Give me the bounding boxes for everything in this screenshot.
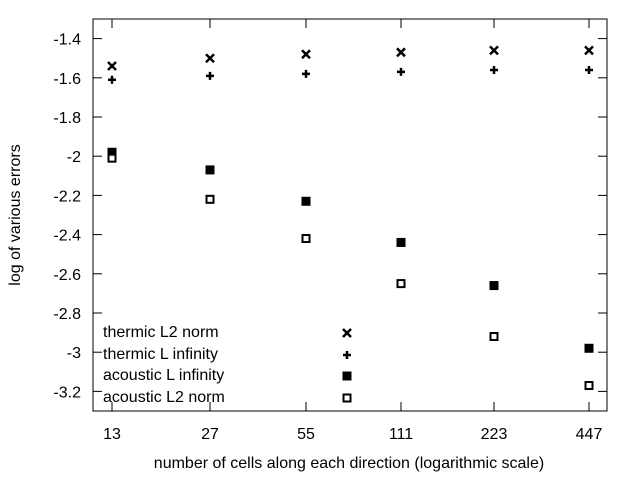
x-tick-label: 55 bbox=[297, 426, 315, 443]
x-tick-label: 447 bbox=[576, 426, 603, 443]
marker-square-filled bbox=[107, 147, 117, 157]
data-point bbox=[107, 147, 117, 157]
legend-marker bbox=[343, 351, 351, 359]
x-tick-label: 13 bbox=[103, 426, 121, 443]
legend-marker bbox=[342, 328, 352, 338]
y-tick-label: -3 bbox=[67, 345, 81, 362]
marker-square-filled bbox=[396, 237, 406, 247]
data-point bbox=[397, 67, 405, 76]
legend-label: thermic L infinity bbox=[103, 346, 218, 363]
marker-square-filled bbox=[584, 343, 594, 353]
plot-frame bbox=[92, 18, 608, 412]
marker-square-open bbox=[584, 381, 594, 391]
y-tick-label: -3.2 bbox=[53, 384, 81, 401]
marker-x bbox=[301, 49, 311, 60]
marker-square-filled bbox=[342, 371, 352, 381]
data-point bbox=[396, 237, 406, 247]
data-point bbox=[396, 47, 406, 58]
y-axis: -1.4 -1.6 -1.8 -2 -2.2 -2.4 -2.6 -2.8 -3 -3.2 bbox=[53, 32, 607, 401]
y-tick-label: -2.2 bbox=[53, 188, 81, 205]
data-point bbox=[584, 343, 594, 353]
marker-plus bbox=[397, 67, 405, 76]
data-point bbox=[489, 45, 499, 56]
legend-label: thermic L2 norm bbox=[103, 324, 219, 341]
data-point bbox=[396, 279, 406, 289]
legend-label: acoustic L2 norm bbox=[103, 389, 225, 406]
data-point bbox=[107, 153, 117, 163]
marker-square-open bbox=[205, 194, 215, 204]
marker-square-open bbox=[489, 332, 499, 342]
legend-label: acoustic L infinity bbox=[103, 367, 224, 384]
data-point bbox=[301, 49, 311, 60]
data-point bbox=[302, 69, 310, 78]
data-point bbox=[108, 75, 116, 84]
data-point bbox=[107, 61, 117, 71]
data-point bbox=[584, 381, 594, 391]
y-tick-label: -2.4 bbox=[53, 228, 81, 245]
y-tick-label: -2 bbox=[67, 149, 81, 166]
marker-x bbox=[205, 53, 215, 64]
y-tick-label: -1.8 bbox=[53, 110, 81, 127]
marker-square-filled bbox=[205, 165, 215, 175]
y-axis-label: log of various errors bbox=[7, 144, 24, 285]
y-tick-label: -2.8 bbox=[53, 306, 81, 323]
marker-x bbox=[342, 328, 352, 338]
marker-plus bbox=[585, 65, 593, 74]
x-tick-label: 27 bbox=[201, 426, 219, 443]
data-point bbox=[206, 71, 214, 80]
x-axis: 13 27 55 111 223 447 bbox=[103, 19, 602, 443]
marker-x bbox=[584, 45, 594, 56]
marker-plus bbox=[206, 71, 214, 80]
legend-marker bbox=[342, 371, 352, 381]
y-tick-label: -2.6 bbox=[53, 267, 81, 284]
data-point bbox=[205, 194, 215, 204]
marker-x bbox=[489, 45, 499, 56]
marker-plus bbox=[343, 351, 351, 359]
marker-square-open bbox=[342, 393, 352, 403]
marker-plus bbox=[108, 75, 116, 84]
marker-square-filled bbox=[489, 281, 499, 291]
marker-x bbox=[396, 47, 406, 58]
marker-square-open bbox=[396, 279, 406, 289]
y-tick-label: -1.4 bbox=[53, 32, 81, 49]
marker-square-open bbox=[107, 153, 117, 163]
x-axis-label: number of cells along each direction (lo… bbox=[154, 455, 544, 472]
marker-plus bbox=[302, 69, 310, 78]
data-point bbox=[585, 65, 593, 74]
x-tick-label: 111 bbox=[389, 426, 413, 443]
marker-x bbox=[107, 61, 117, 71]
legend-marker bbox=[342, 393, 352, 403]
data-point bbox=[205, 53, 215, 64]
x-tick-label: 223 bbox=[481, 426, 508, 443]
data-point bbox=[489, 332, 499, 342]
data-point bbox=[490, 65, 498, 74]
legend: thermic L2 norm thermic L infinity acousti… bbox=[103, 324, 352, 406]
data-series bbox=[107, 45, 594, 391]
marker-square-filled bbox=[301, 196, 311, 206]
marker-square-open bbox=[301, 234, 311, 244]
y-tick-label: -1.6 bbox=[53, 71, 81, 88]
data-point bbox=[301, 196, 311, 206]
data-point bbox=[205, 165, 215, 175]
data-point bbox=[584, 45, 594, 56]
data-point bbox=[301, 234, 311, 244]
data-point bbox=[489, 281, 499, 291]
marker-plus bbox=[490, 65, 498, 74]
